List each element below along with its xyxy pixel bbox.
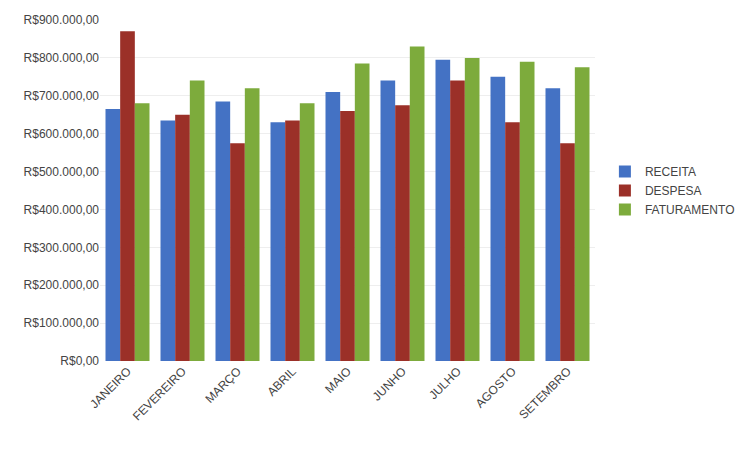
svg-text:MARÇO: MARÇO (202, 364, 243, 405)
svg-text:R$500.000,00: R$500.000,00 (24, 165, 100, 179)
svg-text:R$800.000,00: R$800.000,00 (24, 51, 100, 65)
svg-text:AGOSTO: AGOSTO (473, 364, 519, 410)
svg-text:R$200.000,00: R$200.000,00 (24, 278, 100, 292)
svg-text:R$300.000,00: R$300.000,00 (24, 241, 100, 255)
svg-text:R$900.000,00: R$900.000,00 (24, 13, 100, 27)
svg-text:JANEIRO: JANEIRO (87, 364, 134, 411)
svg-text:R$100.000,00: R$100.000,00 (24, 316, 100, 330)
svg-text:R$600.000,00: R$600.000,00 (24, 127, 100, 141)
svg-text:ABRIL: ABRIL (264, 364, 299, 399)
svg-text:DESPESA: DESPESA (645, 184, 702, 198)
svg-text:MAIO: MAIO (322, 364, 354, 396)
svg-text:JUNHO: JUNHO (370, 364, 409, 403)
svg-text:RECEITA: RECEITA (645, 165, 696, 179)
svg-text:R$700.000,00: R$700.000,00 (24, 89, 100, 103)
svg-text:JULHO: JULHO (426, 364, 464, 402)
svg-text:SETEMBRO: SETEMBRO (516, 364, 574, 422)
svg-text:R$400.000,00: R$400.000,00 (24, 203, 100, 217)
svg-text:FATURAMENTO: FATURAMENTO (645, 203, 735, 217)
svg-text:R$0,00: R$0,00 (60, 354, 99, 368)
svg-text:FEVEREIRO: FEVEREIRO (130, 364, 189, 423)
